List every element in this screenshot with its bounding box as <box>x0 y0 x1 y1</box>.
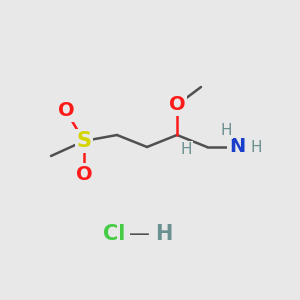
Text: O: O <box>58 101 74 121</box>
Text: O: O <box>76 164 92 184</box>
Text: H: H <box>221 123 232 138</box>
Text: Cl: Cl <box>103 224 125 244</box>
Text: N: N <box>229 137 245 157</box>
Text: O: O <box>169 95 185 115</box>
Text: H: H <box>251 140 262 154</box>
Text: —: — <box>129 224 150 244</box>
Text: H: H <box>180 142 192 158</box>
Text: H: H <box>155 224 172 244</box>
Text: S: S <box>76 131 92 151</box>
